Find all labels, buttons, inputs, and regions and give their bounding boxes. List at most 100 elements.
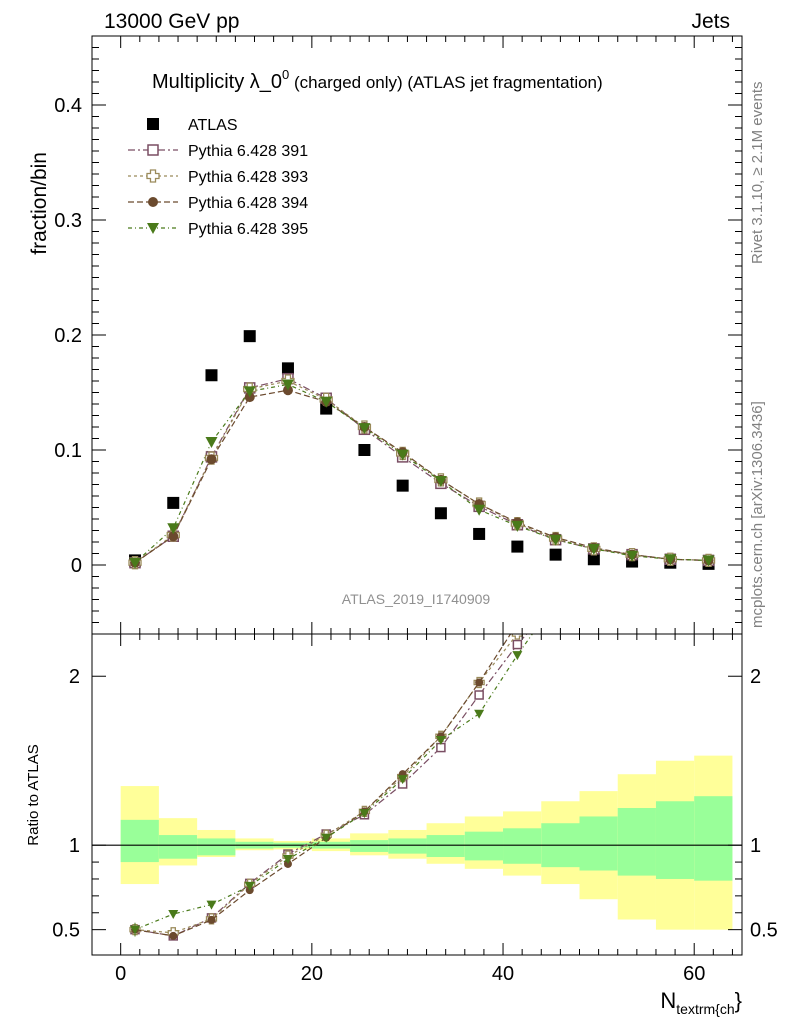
legend-marker [147,144,159,156]
legend-marker [146,169,160,183]
data-point [167,496,180,509]
legend-label: ATLAS [188,117,238,134]
ratio-point [321,833,332,843]
mc-point [281,379,294,391]
ratio-point [705,334,713,342]
ratio-point [590,503,598,511]
ratio-point [627,502,637,512]
ratio-point [704,334,714,343]
ratio-point [474,709,485,719]
series-line [134,389,709,564]
ratio-point [705,334,713,342]
title-suffix: (charged only) (ATLAS jet fragmentation) [289,73,602,92]
data-point [473,527,486,540]
ratio-point [552,560,560,568]
x-tick-label: 60 [683,963,705,985]
ratio-band-inner [617,808,656,876]
mc-point [320,396,333,408]
data-point [549,548,562,561]
main-title: Multiplicity λ_00 (charged only) (ATLAS … [152,67,603,93]
legend-marker [147,223,159,234]
ratio-band-inner [426,835,465,858]
mc-point [129,557,142,569]
header-left-label: 13000 GeV pp [104,10,239,33]
main-panel-series [128,330,716,570]
ratio-point [359,809,370,819]
ratio-y-axis-label: Ratio to ATLAS [25,744,42,845]
ratio-band-inner [120,819,159,863]
x-tick-label: 0 [115,963,126,985]
ratio-band-inner [158,835,198,859]
ratio-point [513,619,521,627]
ratio-point [474,690,484,700]
mc-point [206,454,217,465]
ratio-point [435,736,446,746]
data-point [434,507,447,520]
legend-label: Pythia 6.428 394 [188,195,308,212]
mc-point [549,534,562,546]
mc-point [167,523,180,535]
title-main: Multiplicity λ_0 [152,71,282,93]
ratio-point [704,333,714,343]
mc-point [473,504,486,516]
ratio-y-tick-label-right: 0.5 [750,920,778,942]
y-tick-label: 0.2 [54,325,82,347]
x-axis-label-tail: } [735,988,742,1013]
legend-label: Pythia 6.428 391 [188,143,308,160]
ratio-point [665,587,675,597]
data-point [358,444,371,456]
ratio-point [169,931,178,940]
ratio-line [134,634,528,937]
ratio-band-inner [694,796,733,881]
ratio-point [666,588,674,596]
ratio-band-inner [350,840,389,852]
y-axis-label: fraction/bin [28,152,51,255]
x-axis-label-main: N [660,988,676,1013]
mc-point [168,531,179,542]
analysis-label: ATLAS_2019_I1740909 [342,591,491,607]
series-line [134,380,709,564]
ratio-y-tick-label-right: 1 [750,835,761,857]
mc-point [434,476,447,488]
mc-point [358,423,371,435]
title-superscript: 0 [282,67,289,82]
ratio-point [628,503,636,511]
x-tick-label: 40 [492,963,514,985]
mc-point [511,520,524,532]
ratio-point [168,910,179,920]
axes-frames: 0 20 40 60 0 0.1 0.2 0.3 0.4 0.5 0.5 1 1 2 2 [52,35,778,985]
ratio-band-inner [464,831,504,861]
legend-label: Pythia 6.428 393 [188,169,308,186]
mc-point [702,555,715,567]
data-point [205,369,218,382]
ratio-y-tick-label: 2 [69,666,80,688]
ratio-point [552,597,560,605]
ratio-line [134,634,534,931]
ratio-y-tick-label: 1 [69,835,80,857]
mc-point [243,386,256,398]
ratio-line [134,634,512,937]
legend: ATLAS Pythia 6.428 391 Pythia 6.428 393 Pyt… [128,117,308,238]
ratio-point [628,503,636,511]
ratio-band-inner [579,816,618,871]
y-tick-label: 0.1 [54,440,82,462]
ratio-line [134,634,519,934]
ratio-point [512,651,523,661]
ratio-band-inner [655,801,695,879]
y-tick-label: 0 [71,555,82,577]
y-tick-label: 0.4 [54,95,82,117]
ratio-point [551,577,561,587]
ratio-series-clipped [92,333,742,941]
data-point [396,479,409,492]
legend-label: Pythia 6.428 395 [188,221,308,238]
mc-point [396,449,409,461]
ratio-point [665,588,675,597]
x-tick-label: 20 [301,963,323,985]
ratio-point [512,639,523,650]
series-line [134,383,709,564]
ratio-point [206,900,217,910]
ratio-point [666,588,674,596]
ratio-point [511,634,524,640]
ratio-point [207,915,216,924]
